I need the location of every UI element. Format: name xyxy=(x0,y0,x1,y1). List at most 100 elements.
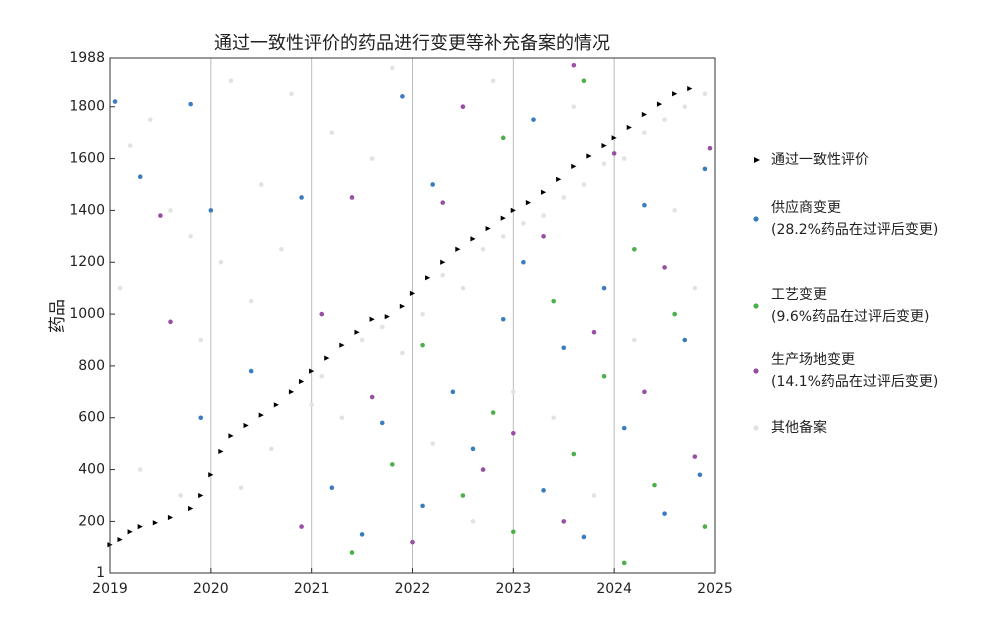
point xyxy=(455,246,461,252)
y-tick-label: 600 xyxy=(78,410,105,426)
point xyxy=(561,195,567,200)
point xyxy=(430,182,435,187)
point xyxy=(586,153,592,159)
point xyxy=(410,539,415,545)
point xyxy=(117,536,123,543)
point xyxy=(581,534,587,540)
point xyxy=(460,493,466,498)
y-axis-label: 药品 xyxy=(48,299,68,333)
point xyxy=(500,135,506,141)
point xyxy=(611,135,617,141)
point xyxy=(511,430,516,436)
point xyxy=(127,529,133,535)
point xyxy=(288,389,295,395)
point xyxy=(601,143,607,149)
point xyxy=(279,246,284,252)
point xyxy=(500,215,506,221)
point xyxy=(152,520,158,526)
point xyxy=(540,189,547,195)
legend-marker xyxy=(753,216,759,222)
point xyxy=(662,117,667,122)
point xyxy=(621,156,627,161)
point xyxy=(490,78,496,84)
point xyxy=(137,524,143,530)
point xyxy=(707,145,713,151)
legend-detail: (14.1%药品在过评后变更) xyxy=(771,374,938,390)
point xyxy=(258,182,264,187)
point xyxy=(289,91,294,97)
point xyxy=(541,234,546,239)
point xyxy=(359,532,365,537)
point xyxy=(228,78,234,84)
point xyxy=(591,329,597,335)
point xyxy=(632,337,637,343)
legend-label: 供应商变更 xyxy=(771,199,841,216)
point xyxy=(168,319,173,325)
legend-marker xyxy=(753,425,759,431)
point xyxy=(687,85,693,92)
point xyxy=(460,104,466,110)
point xyxy=(420,342,425,348)
point xyxy=(369,316,375,322)
point xyxy=(137,174,143,180)
point xyxy=(168,208,173,213)
point xyxy=(409,290,416,296)
point xyxy=(656,101,663,107)
point xyxy=(626,124,632,131)
point xyxy=(662,511,667,516)
point xyxy=(269,446,274,452)
point xyxy=(112,99,118,104)
point xyxy=(672,208,677,213)
point xyxy=(692,285,698,291)
point xyxy=(632,246,637,252)
x-tick-label: 2021 xyxy=(294,581,330,597)
legend-marker xyxy=(753,368,759,374)
point xyxy=(541,213,546,218)
point xyxy=(188,101,193,107)
y-tick-label: 800 xyxy=(78,358,105,374)
point xyxy=(541,488,546,493)
y-tick-label: 1800 xyxy=(69,99,105,115)
legend-label: 其他备案 xyxy=(771,419,827,436)
point xyxy=(137,467,143,472)
point xyxy=(440,259,446,265)
point xyxy=(440,200,446,205)
point xyxy=(521,221,526,226)
point xyxy=(470,236,476,242)
point xyxy=(218,448,224,455)
point xyxy=(511,389,516,395)
point xyxy=(490,410,496,415)
point xyxy=(384,314,390,320)
legend-detail: (9.6%药品在过评后变更) xyxy=(771,309,930,325)
point xyxy=(642,130,647,135)
point xyxy=(556,176,562,182)
point xyxy=(198,337,204,343)
point xyxy=(500,316,506,322)
point xyxy=(531,117,536,122)
point xyxy=(218,259,224,265)
point xyxy=(440,272,446,278)
point xyxy=(621,425,627,431)
point xyxy=(662,265,667,270)
point xyxy=(621,560,627,566)
y-tick-label: 1200 xyxy=(69,254,105,270)
point xyxy=(243,422,249,429)
point xyxy=(697,472,703,478)
point xyxy=(485,225,491,232)
point xyxy=(178,493,183,498)
point xyxy=(390,462,395,467)
point xyxy=(188,234,193,239)
point xyxy=(480,246,486,252)
point xyxy=(309,368,315,374)
point xyxy=(309,402,314,408)
legend-detail: (28.2%药品在过评后变更) xyxy=(771,222,938,238)
point xyxy=(238,485,244,491)
point xyxy=(258,412,264,418)
point xyxy=(642,202,647,208)
point xyxy=(379,420,385,426)
point xyxy=(299,524,304,529)
point xyxy=(652,482,657,488)
point xyxy=(511,529,516,535)
point xyxy=(642,389,647,395)
